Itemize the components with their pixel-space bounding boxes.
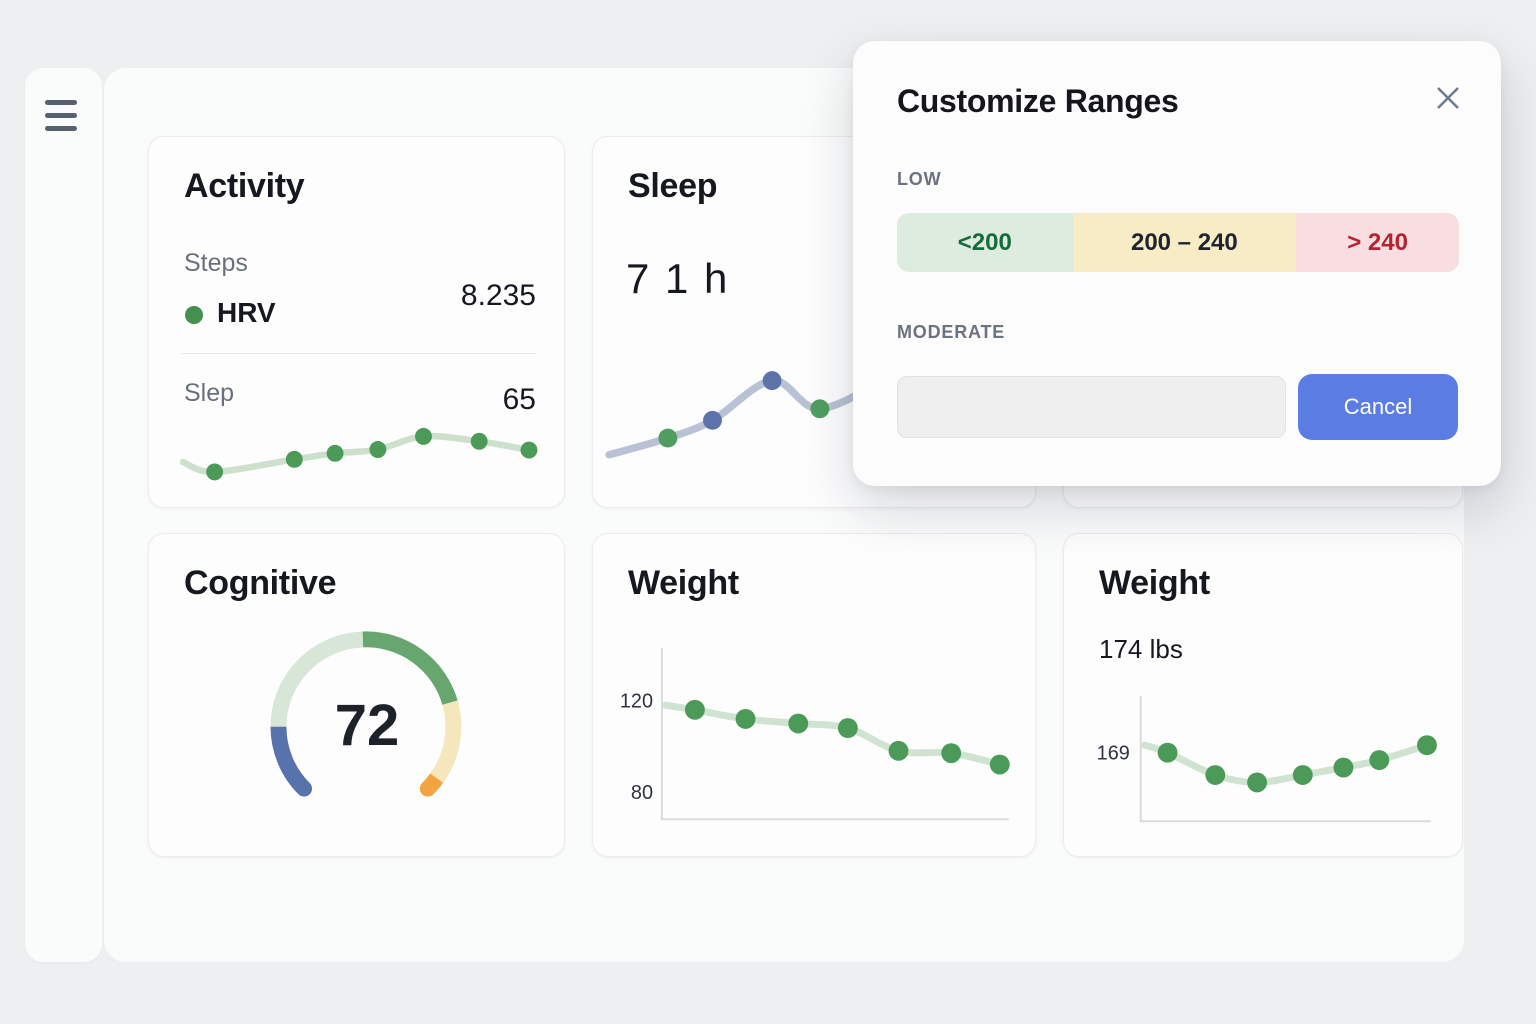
cancel-button[interactable]: Cancel (1298, 374, 1458, 440)
weight-right-card-title: Weight (1099, 564, 1210, 602)
sleep-value: 7 1 h (626, 255, 730, 302)
modal-title: Customize Ranges (897, 83, 1179, 119)
customize-ranges-modal: Customize Ranges LOW <200 200 – 240 > 24… (853, 41, 1501, 486)
moderate-section-label: MODERATE (897, 322, 1006, 342)
svg-text:80: 80 (631, 782, 653, 804)
range-segment-green[interactable]: <200 (897, 213, 1073, 272)
svg-text:169: 169 (1097, 743, 1130, 765)
activity-card-title: Activity (184, 167, 305, 205)
weight-mid-card-title: Weight (628, 564, 739, 602)
hamburger-menu-icon[interactable] (45, 100, 79, 132)
sleep-card-title: Sleep (628, 167, 718, 205)
weight-card-right: Weight 174 lbs 169 (1063, 533, 1463, 857)
steps-value: 8.235 (460, 279, 536, 312)
activity-card: Activity Steps 8.235 HRV Slep 65 (148, 136, 565, 508)
sleep-sparkline-chart (605, 371, 896, 459)
cognitive-gauge-value: 72 (334, 693, 400, 758)
range-bar: <200 200 – 240 > 240 (897, 213, 1459, 272)
cognitive-card: Cognitive 72 (148, 533, 565, 857)
slep-label: Slep (184, 379, 235, 407)
steps-label: Steps (184, 249, 248, 277)
cognitive-gauge-chart (270, 631, 462, 797)
low-section-label: LOW (897, 169, 942, 189)
range-segment-yellow[interactable]: 200 – 240 (1072, 213, 1297, 272)
hrv-legend-dot-icon (185, 306, 203, 324)
moderate-range-input[interactable] (897, 376, 1286, 438)
divider (181, 353, 536, 354)
weight-right-chart: 169 (1097, 695, 1437, 823)
sidebar (25, 68, 102, 962)
close-icon[interactable] (1433, 83, 1463, 113)
svg-text:120: 120 (620, 691, 653, 713)
cognitive-card-title: Cognitive (184, 564, 337, 602)
activity-sparkline-chart (179, 427, 538, 481)
slep-value: 65 (502, 383, 536, 416)
weight-card-middle: Weight 120 80 (592, 533, 1036, 857)
hrv-legend-label: HRV (217, 297, 276, 328)
weight-mid-chart: 120 80 (620, 648, 1010, 821)
range-segment-red[interactable]: > 240 (1296, 213, 1459, 272)
weight-right-subtitle: 174 lbs (1099, 634, 1183, 664)
